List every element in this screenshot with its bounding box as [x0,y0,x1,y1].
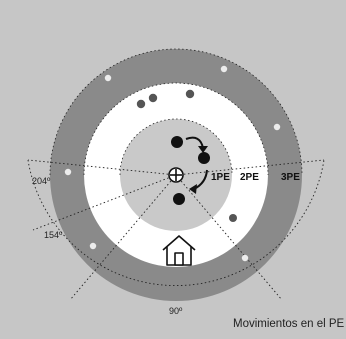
movement-dots [171,136,210,205]
pale-dot [220,65,228,73]
mid-dot [136,99,146,109]
radial-line-upper-left [27,159,177,176]
mid-dot [229,214,237,222]
black-dot [198,152,210,164]
radial-line-bottom-right [175,174,283,301]
pale-dot [104,74,112,82]
pale-dot [64,168,72,176]
angle-label-90: 90º [169,306,183,316]
pale-dot [89,242,97,250]
radial-lines [27,159,325,301]
zone-label-1pe: 1PE [211,172,230,183]
arrow-upper [185,136,204,149]
mid-dots [136,89,237,222]
zone-label-3pe: 3PE [281,172,300,183]
radial-line-lower-left [32,174,177,231]
pale-dot [241,254,249,262]
zone-boundaries [49,48,303,176]
zone-ring-inner [119,118,233,176]
angle-label-154: 154º [44,230,63,240]
curved-arrow-icon [185,136,208,194]
pale-dots [64,65,281,262]
zone-label-2pe: 2PE [240,172,259,183]
radial-line-bottom-left [69,174,177,301]
mid-dot [185,89,195,99]
black-dot [171,136,183,148]
house-door [174,252,184,266]
zone-ring-middle [83,82,269,176]
crosshair-icon [168,167,184,183]
house-icon [162,235,196,266]
radial-line-right [175,159,325,176]
mid-dot [148,93,158,103]
black-dot [173,193,185,205]
angle-label-204: 204º [32,176,51,186]
diagram-caption: Movimientos en el PE [233,318,345,330]
pale-dot [273,123,281,131]
arrow-upper-head [198,146,208,153]
house-roof [162,235,196,251]
arrow-lower-head [189,184,197,194]
